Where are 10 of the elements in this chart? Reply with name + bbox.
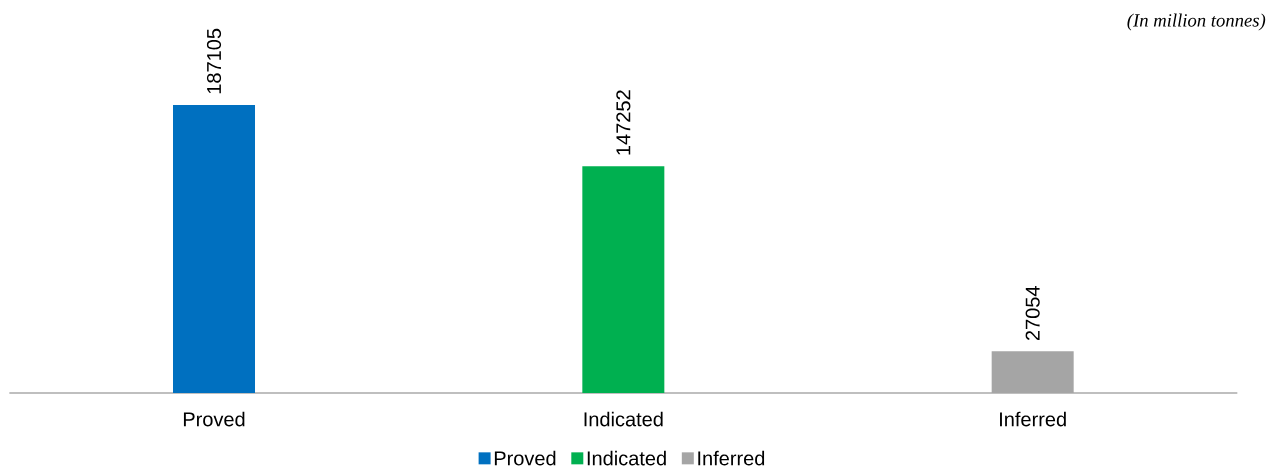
legend-label: Indicated bbox=[587, 450, 666, 466]
data-label: 147252 bbox=[616, 90, 631, 155]
x-tick-label: Inferred bbox=[1000, 411, 1066, 427]
x-tick-label: Proved bbox=[183, 411, 245, 427]
data-label: 187105 bbox=[206, 28, 222, 94]
legend-label: Inferred bbox=[698, 450, 765, 466]
text: (In million tonnes) bbox=[1127, 13, 1266, 31]
x-tick-label: Indicated bbox=[584, 411, 663, 427]
data-label: 27054 bbox=[1025, 286, 1040, 341]
legend-label: Proved bbox=[494, 450, 556, 466]
